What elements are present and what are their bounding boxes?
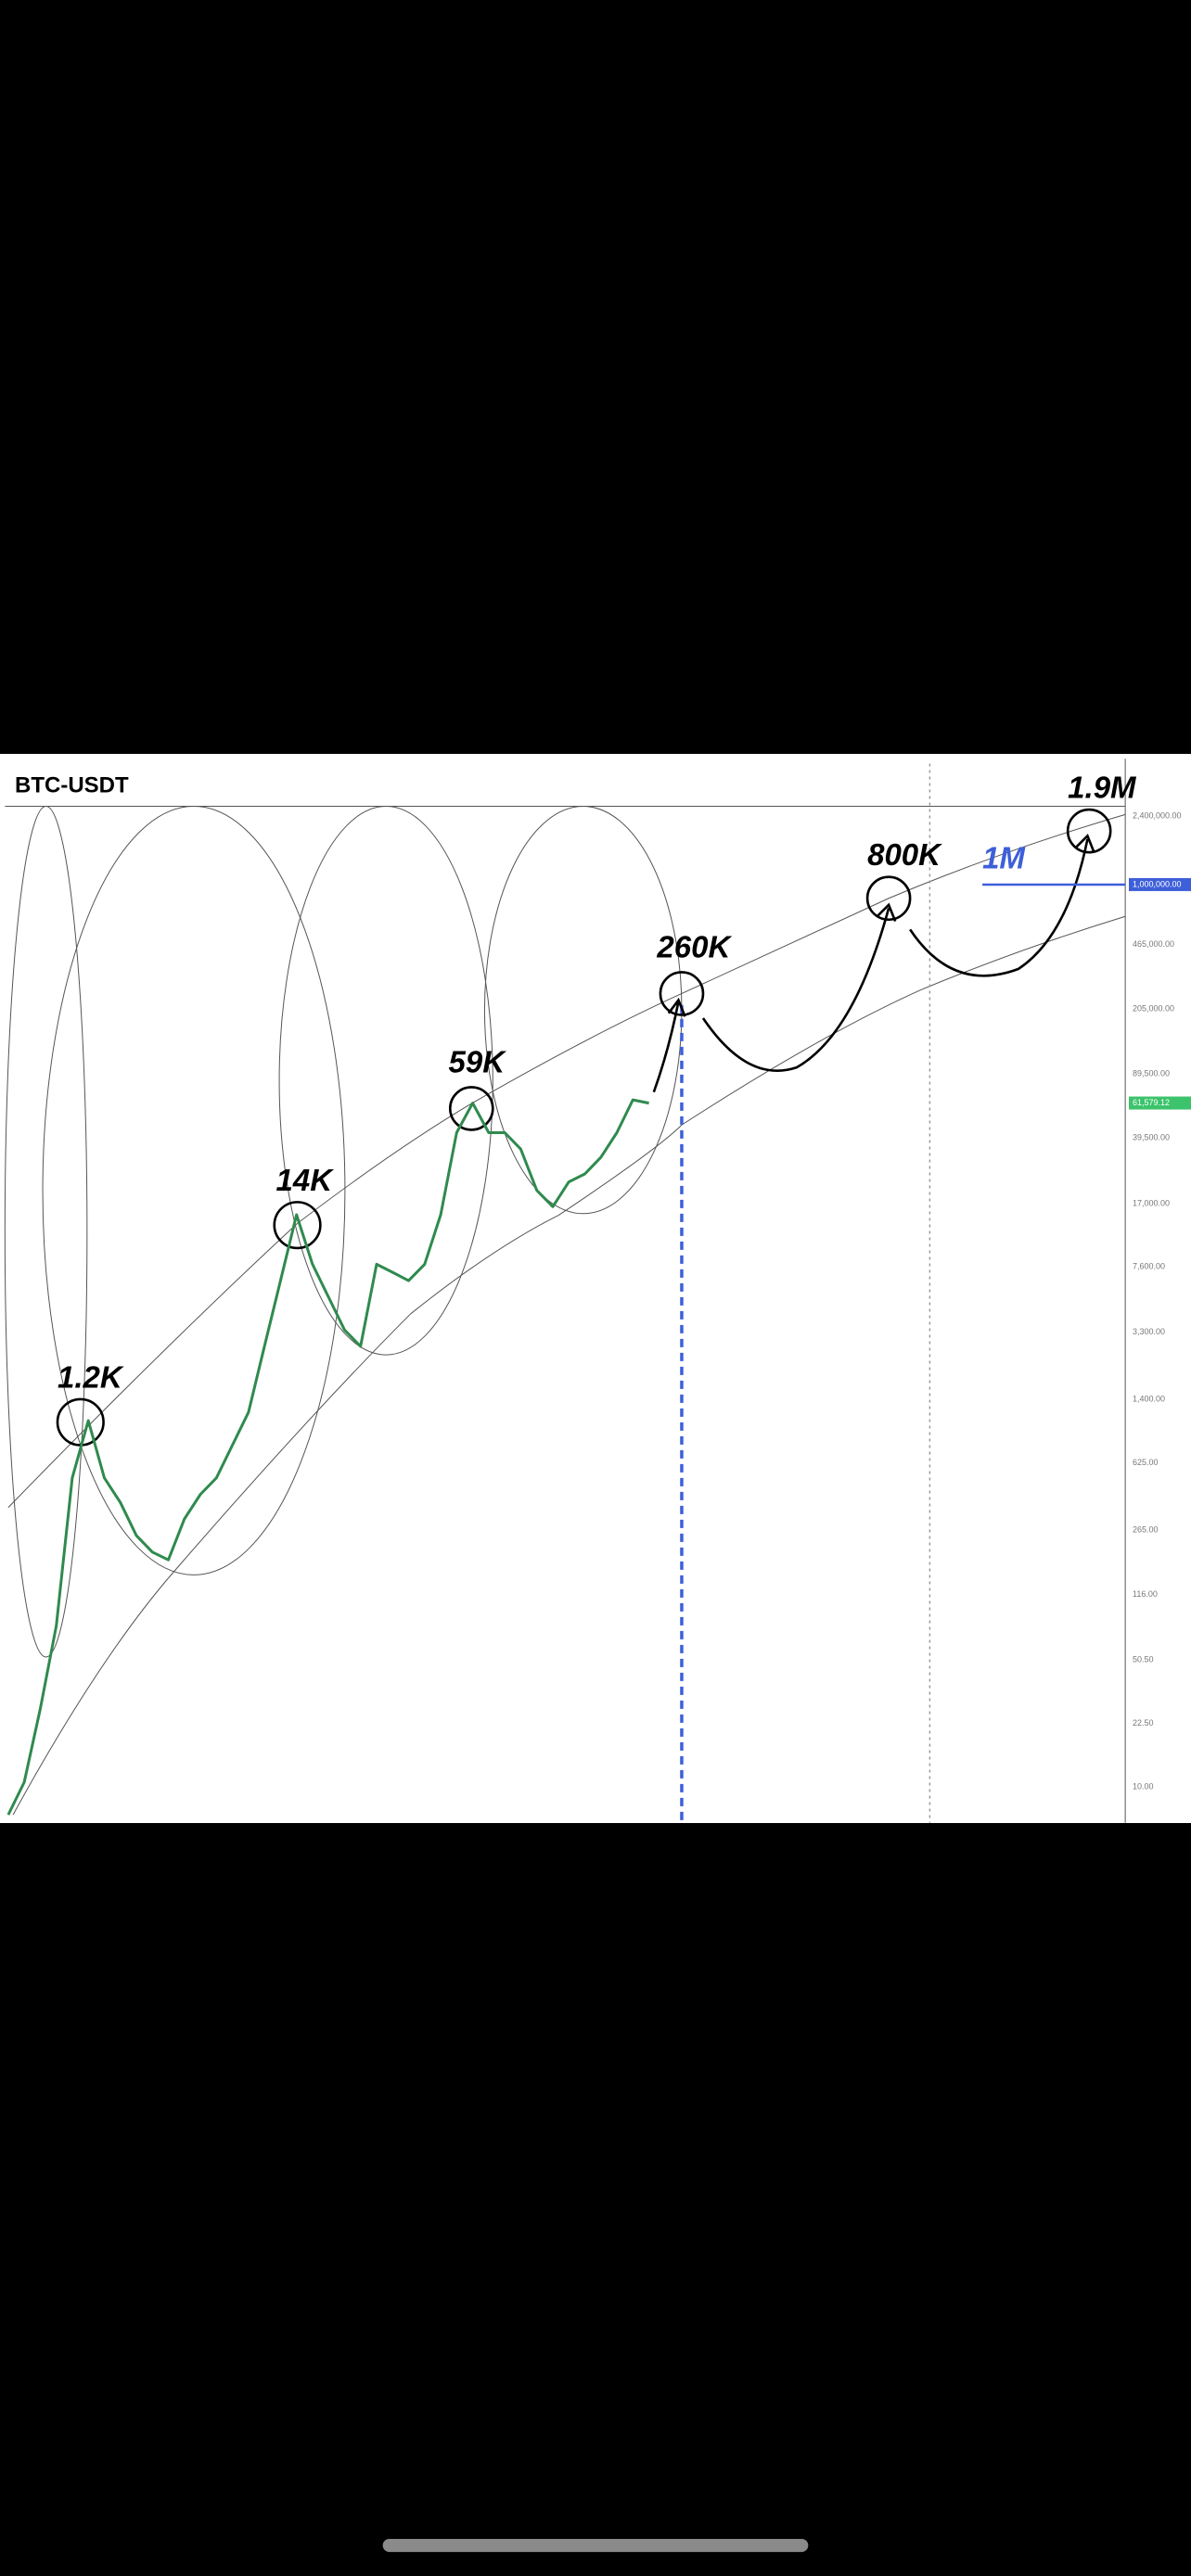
upper-trend-curve — [8, 814, 1125, 1507]
cycle-ellipse — [5, 807, 87, 1657]
y-tick-label: 1,400.00 — [1133, 1395, 1165, 1404]
peak-circle — [1068, 810, 1110, 852]
annotation: 1M — [982, 841, 1026, 875]
y-tick-label: 205,000.00 — [1133, 1003, 1174, 1013]
arrow — [654, 1001, 685, 1092]
annotation: 1.2K — [58, 1359, 124, 1394]
y-tick-label: 2,400,000.00 — [1133, 810, 1182, 820]
y-tick-label: 7,600.00 — [1133, 1262, 1165, 1271]
arrow — [910, 835, 1094, 976]
price-line — [6, 1098, 649, 1816]
current-price-box — [1129, 1096, 1191, 1110]
y-tick-label: 265.00 — [1133, 1524, 1159, 1534]
peak-circle — [450, 1087, 493, 1129]
chart-area — [0, 754, 1191, 1823]
y-tick-label: 10.00 — [1133, 1781, 1154, 1791]
peak-circle — [275, 1202, 321, 1248]
annotation: 14K — [276, 1163, 335, 1197]
y-tick-label: 89,500.00 — [1133, 1068, 1170, 1078]
annotation: 260K — [656, 929, 732, 963]
peak-circle — [660, 972, 703, 1014]
y-tick-label: 39,500.00 — [1133, 1132, 1170, 1141]
annotation: 800K — [867, 837, 942, 872]
price-target-box — [1129, 877, 1191, 891]
cycle-ellipse — [43, 807, 345, 1575]
home-indicator — [382, 2538, 809, 2553]
y-tick-label: 50.50 — [1133, 1654, 1154, 1664]
arrow — [703, 905, 895, 1071]
y-tick-label: 465,000.00 — [1133, 939, 1174, 949]
y-tick-label: 116.00 — [1133, 1589, 1158, 1599]
annotation: 59K — [448, 1044, 506, 1078]
annotation: 1.9M — [1068, 771, 1137, 805]
chart-title: BTC-USDT — [15, 772, 129, 797]
drawings — [5, 759, 1125, 2553]
y-tick-label: 22.50 — [1133, 1718, 1154, 1728]
lower-trend-curve — [13, 916, 1125, 1815]
current-price-label: 61,579.12 — [1133, 1098, 1170, 1107]
price-target-label: 1,000,000.00 — [1133, 879, 1182, 888]
peak-circle — [867, 877, 910, 920]
y-tick-label: 17,000.00 — [1133, 1199, 1170, 1208]
cycle-ellipse — [279, 807, 493, 1356]
y-tick-label: 625.00 — [1133, 1458, 1159, 1467]
y-tick-label: 3,300.00 — [1133, 1327, 1165, 1336]
